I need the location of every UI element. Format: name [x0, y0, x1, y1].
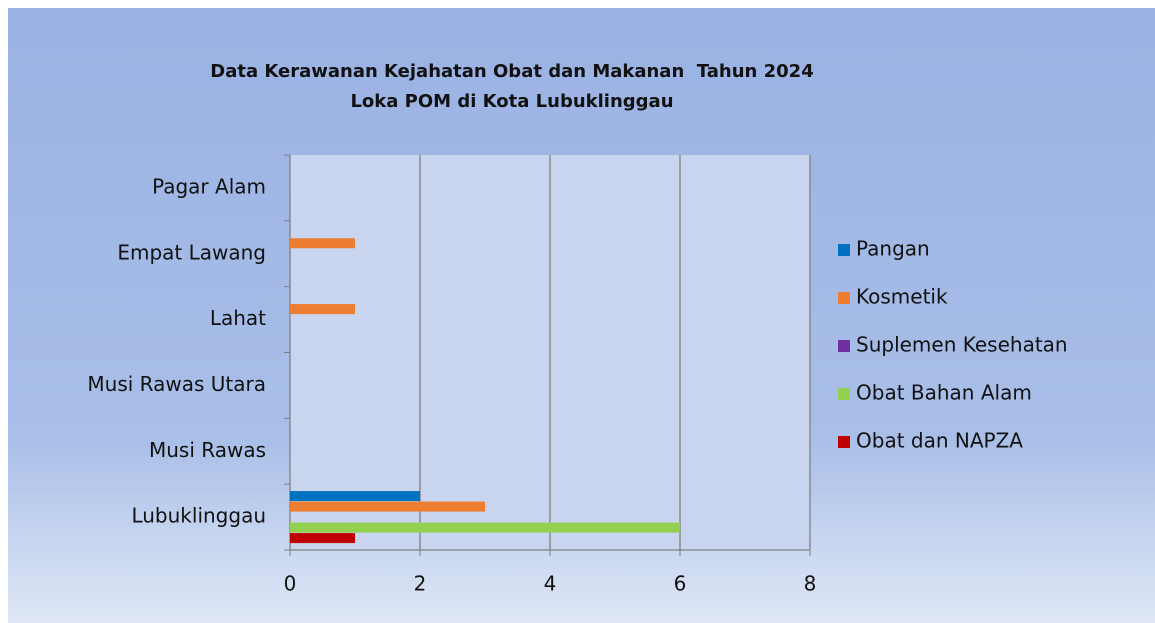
bar: [290, 522, 680, 533]
chart-subtitle: Loka POM di Kota Lubuklinggau: [350, 91, 673, 112]
y-tick-label: Musi Rawas: [149, 438, 266, 462]
y-tick-label: Lahat: [210, 306, 266, 330]
y-tick-label: Pagar Alam: [152, 174, 266, 198]
bar: [290, 491, 420, 502]
bar: [290, 533, 355, 544]
legend-label: Obat dan NAPZA: [856, 429, 1023, 453]
legend-label: Suplemen Kesehatan: [856, 333, 1068, 357]
chart-title: Data Kerawanan Kejahatan Obat dan Makana…: [210, 61, 813, 82]
x-tick-label: 6: [674, 572, 687, 596]
legend-swatch: [838, 388, 850, 400]
bar: [290, 304, 355, 315]
x-tick-label: 0: [284, 572, 297, 596]
x-tick-label: 2: [414, 572, 427, 596]
y-tick-label: Empat Lawang: [117, 240, 266, 264]
legend-label: Pangan: [856, 237, 930, 261]
x-tick-label: 8: [804, 572, 817, 596]
legend-swatch: [838, 244, 850, 256]
bar: [290, 501, 485, 512]
legend-swatch: [838, 340, 850, 352]
legend-label: Obat Bahan Alam: [856, 381, 1032, 405]
x-tick-label: 4: [544, 572, 557, 596]
legend-label: Kosmetik: [856, 285, 948, 309]
legend-swatch: [838, 292, 850, 304]
y-tick-label: Musi Rawas Utara: [87, 372, 266, 396]
legend-swatch: [838, 436, 850, 448]
y-tick-label: Lubuklinggau: [131, 504, 266, 528]
bar: [290, 238, 355, 249]
